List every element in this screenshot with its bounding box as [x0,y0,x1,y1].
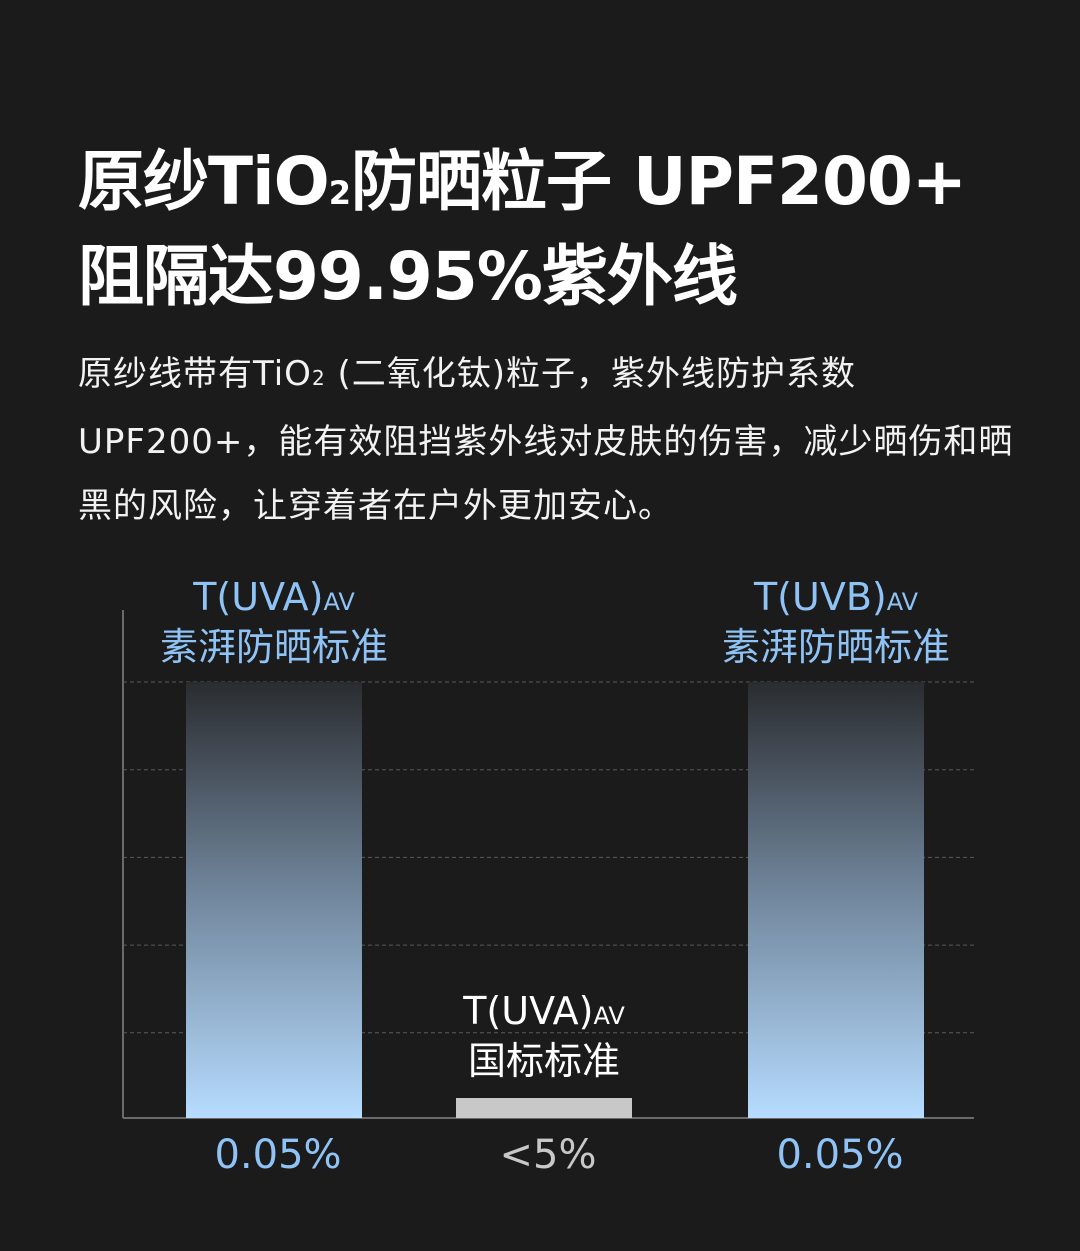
bar-value-label: 0.05% [776,1132,903,1178]
bar-1 [186,682,362,1118]
bar-label-standard: 素湃防晒标准 [722,625,950,669]
title-line2-text: 阻隔达99.95%紫外线 [78,238,738,315]
description-subscript: 2 [311,366,326,390]
title-line1-text: 原纱TiO [78,143,330,220]
bar-label-standard: 国标标准 [468,1039,620,1083]
page-title: 原纱TiO2防晒粒子 UPF200+ 阻隔达99.95%紫外线 [78,140,1038,319]
description-paragraph: 原纱线带有TiO2 (二氧化钛)粒子，紫外线防护系数UPF200+，能有效阻挡紫… [78,342,1038,538]
description-text-rest: (二氧化钛)粒子，紫外线防护系数UPF200+，能有效阻挡紫外线对皮肤的伤害，减… [78,354,1014,526]
title-subscript: 2 [328,174,352,212]
bar-value-label: 0.05% [214,1132,341,1178]
title-line1-rest: 防晒粒子 UPF200+ [351,143,967,220]
bar-value-label: <5% [500,1132,597,1178]
bar-label-standard: 素湃防晒标准 [160,625,388,669]
bar-label-main: T(UVA)AV [192,575,355,619]
bar-3 [748,682,924,1118]
bar-label-main: T(UVA)AV [462,989,625,1033]
bar-2 [456,1098,632,1118]
description-text: 原纱线带有TiO [78,354,312,394]
uv-comparison-chart: T(UVA)AV 素湃防晒标准 0.05% T(UVA)AV 国标标准 <5% T(UVB)… [122,575,974,1178]
bar-label-main: T(UVB)AV [753,575,919,619]
